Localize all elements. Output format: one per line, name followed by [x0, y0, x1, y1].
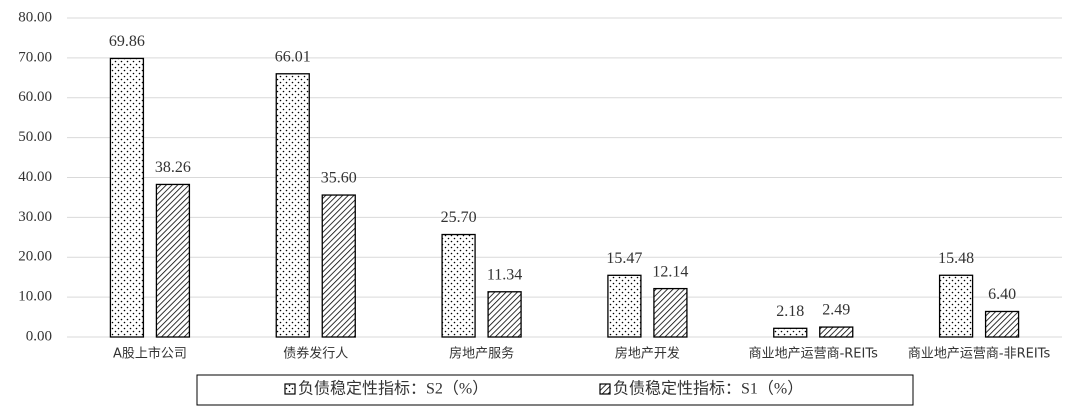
legend-box — [196, 374, 914, 406]
legend-label: 负债稳定性指标：S1（%） — [613, 380, 803, 398]
value-label: 11.34 — [487, 266, 522, 283]
bar — [487, 291, 522, 338]
y-tick-label: 20.00 — [18, 249, 52, 265]
value-label: 66.01 — [275, 48, 311, 65]
x-tick-label: 商业地产运营商-REITs — [749, 347, 879, 362]
value-label: 2.18 — [776, 303, 804, 320]
value-label: 2.49 — [822, 302, 850, 319]
bar — [819, 326, 854, 338]
bar — [109, 57, 145, 338]
x-tick-label: 商业地产运营商-非REITs — [908, 347, 1051, 362]
value-label: 6.40 — [988, 286, 1016, 303]
legend-swatch — [599, 383, 611, 395]
x-tick-label: 房地产服务 — [449, 346, 514, 362]
value-label: 69.86 — [109, 33, 145, 50]
value-label: 15.47 — [606, 250, 642, 267]
y-tick-label: 70.00 — [18, 49, 52, 65]
value-label: 38.26 — [155, 159, 191, 176]
bar — [321, 194, 356, 338]
value-label: 35.60 — [321, 170, 357, 187]
legend-label: 负债稳定性指标：S2（%） — [298, 380, 488, 398]
y-tick-label: 0.00 — [26, 328, 52, 344]
bar — [938, 274, 974, 338]
bar — [155, 183, 191, 338]
y-tick-label: 60.00 — [18, 89, 52, 105]
y-tick-label: 80.00 — [18, 9, 52, 25]
bar — [607, 274, 642, 338]
legend-swatch — [284, 383, 296, 395]
x-tick-label: 房地产开发 — [615, 346, 680, 362]
bar — [653, 287, 688, 338]
bar — [984, 310, 1020, 338]
y-tick-label: 50.00 — [18, 129, 52, 145]
y-tick-label: 10.00 — [18, 289, 52, 305]
x-tick-label: A股上市公司 — [113, 346, 187, 362]
value-label: 25.70 — [441, 209, 477, 226]
y-tick-label: 30.00 — [18, 209, 52, 225]
x-tick-label: 债券发行人 — [283, 346, 348, 362]
value-label: 15.48 — [938, 250, 974, 267]
bar — [441, 233, 476, 338]
y-tick-label: 40.00 — [18, 169, 52, 185]
bar — [773, 327, 808, 338]
bar — [275, 73, 310, 338]
value-label: 12.14 — [652, 263, 688, 280]
